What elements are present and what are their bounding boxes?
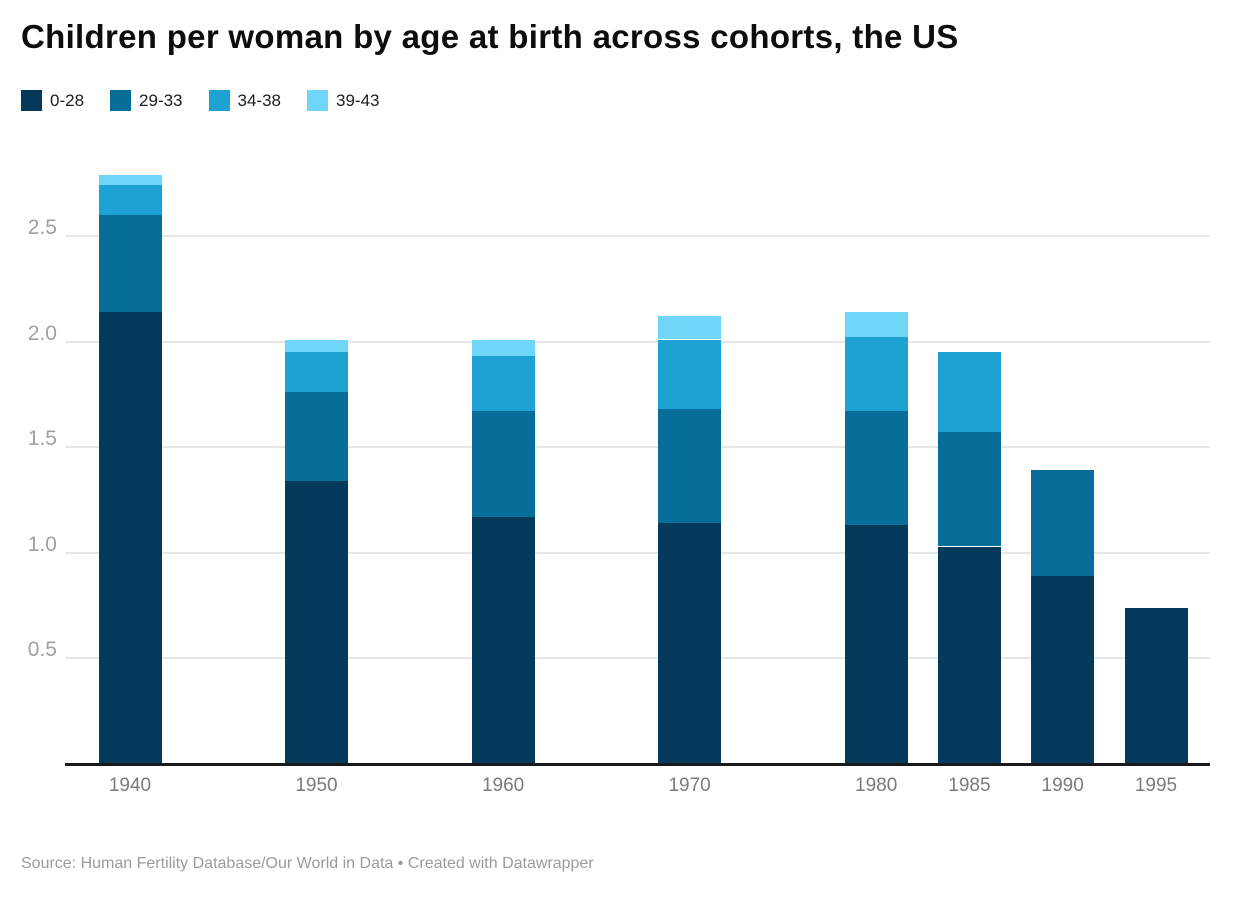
gridline-1.0 [65, 551, 1210, 554]
legend-item-34-38[interactable]: 34-38 [208, 90, 281, 111]
bar-1970-segment-34-38[interactable] [658, 339, 722, 410]
bar-1940-segment-0-28[interactable] [98, 312, 162, 764]
bar-1980-segment-34-38[interactable] [844, 337, 908, 412]
created-with-label: Created with [407, 855, 503, 872]
bar-1960-segment-34-38[interactable] [471, 356, 535, 412]
legend-item-0-28[interactable]: 0-28 [21, 90, 84, 111]
bar-1985-segment-29-33[interactable] [937, 432, 1001, 547]
bar-1980-segment-29-33[interactable] [844, 411, 908, 526]
source-link[interactable]: Human Fertility Database/Our World in Da… [80, 855, 394, 872]
legend-swatch-icon [208, 90, 230, 111]
bar-1980-segment-39-43[interactable] [844, 312, 908, 338]
x-axis-tick-label-1950: 1950 [295, 775, 338, 796]
legend-swatch-icon [307, 90, 328, 111]
y-axis-tick-label: 1.0 [27, 532, 57, 556]
datawrapper-link[interactable]: Datawrapper [502, 855, 594, 872]
legend-item-29-33[interactable]: 29-33 [110, 90, 183, 111]
bar-1950-segment-29-33[interactable] [285, 392, 348, 481]
bar-1950-segment-0-28[interactable] [285, 481, 348, 764]
x-axis-baseline [65, 763, 1210, 766]
chart-title: Children per woman by age at birth acros… [21, 18, 959, 55]
footer-separator: • [393, 855, 408, 872]
gridline-0.5 [65, 657, 1210, 660]
bar-1985-segment-0-28[interactable] [937, 546, 1001, 764]
bar-1950-segment-34-38[interactable] [285, 352, 348, 393]
legend-label: 34-38 [237, 90, 281, 110]
bar-1990-segment-29-33[interactable] [1031, 470, 1095, 576]
legend-label: 39-43 [336, 90, 380, 110]
x-axis-tick-label-1970: 1970 [668, 775, 711, 796]
bar-1995-segment-0-28[interactable] [1124, 607, 1188, 764]
legend-item-39-43[interactable]: 39-43 [307, 90, 379, 111]
y-axis-tick-label: 1.5 [27, 427, 57, 451]
bar-1960-segment-39-43[interactable] [471, 339, 535, 357]
gridline-2.5 [65, 235, 1210, 237]
bar-1970-segment-29-33[interactable] [658, 409, 722, 524]
bar-1970-segment-0-28[interactable] [658, 523, 722, 764]
bar-1950-segment-39-43[interactable] [285, 339, 348, 353]
bar-1940-segment-39-43[interactable] [98, 174, 162, 186]
legend-label: 29-33 [139, 90, 183, 110]
bar-1970-segment-39-43[interactable] [658, 316, 722, 340]
bar-1990-segment-0-28[interactable] [1031, 576, 1095, 764]
legend-label: 0-28 [50, 90, 85, 110]
x-axis-tick-label-1940: 1940 [108, 775, 152, 796]
legend: 0-28 29-33 34-38 39-43 [21, 90, 379, 111]
gridline-2.0 [65, 340, 1210, 343]
x-axis-tick-label-1960: 1960 [481, 775, 525, 796]
x-axis-tick-label-1995: 1995 [1134, 775, 1178, 796]
x-axis-tick-label-1980: 1980 [855, 775, 898, 796]
source-label: Source: [21, 855, 81, 872]
source-note: Source: Human Fertility Database/Our Wor… [21, 855, 594, 873]
legend-swatch-icon [21, 90, 42, 111]
gridline-1.5 [65, 446, 1210, 449]
bar-1960-segment-29-33[interactable] [471, 411, 535, 517]
y-axis-tick-label: 0.5 [27, 638, 57, 662]
bar-1960-segment-0-28[interactable] [471, 516, 535, 764]
bar-1985-segment-34-38[interactable] [937, 352, 1001, 433]
bar-1980-segment-0-28[interactable] [844, 525, 908, 764]
y-axis-tick-label: 2.5 [27, 216, 57, 239]
bar-1940-segment-29-33[interactable] [98, 214, 162, 313]
x-axis-tick-label-1985: 1985 [948, 775, 991, 796]
legend-swatch-icon [110, 90, 132, 111]
bar-1940-segment-34-38[interactable] [98, 185, 162, 215]
y-axis-tick-label: 2.0 [27, 321, 57, 345]
x-axis-tick-label-1990: 1990 [1041, 775, 1084, 796]
